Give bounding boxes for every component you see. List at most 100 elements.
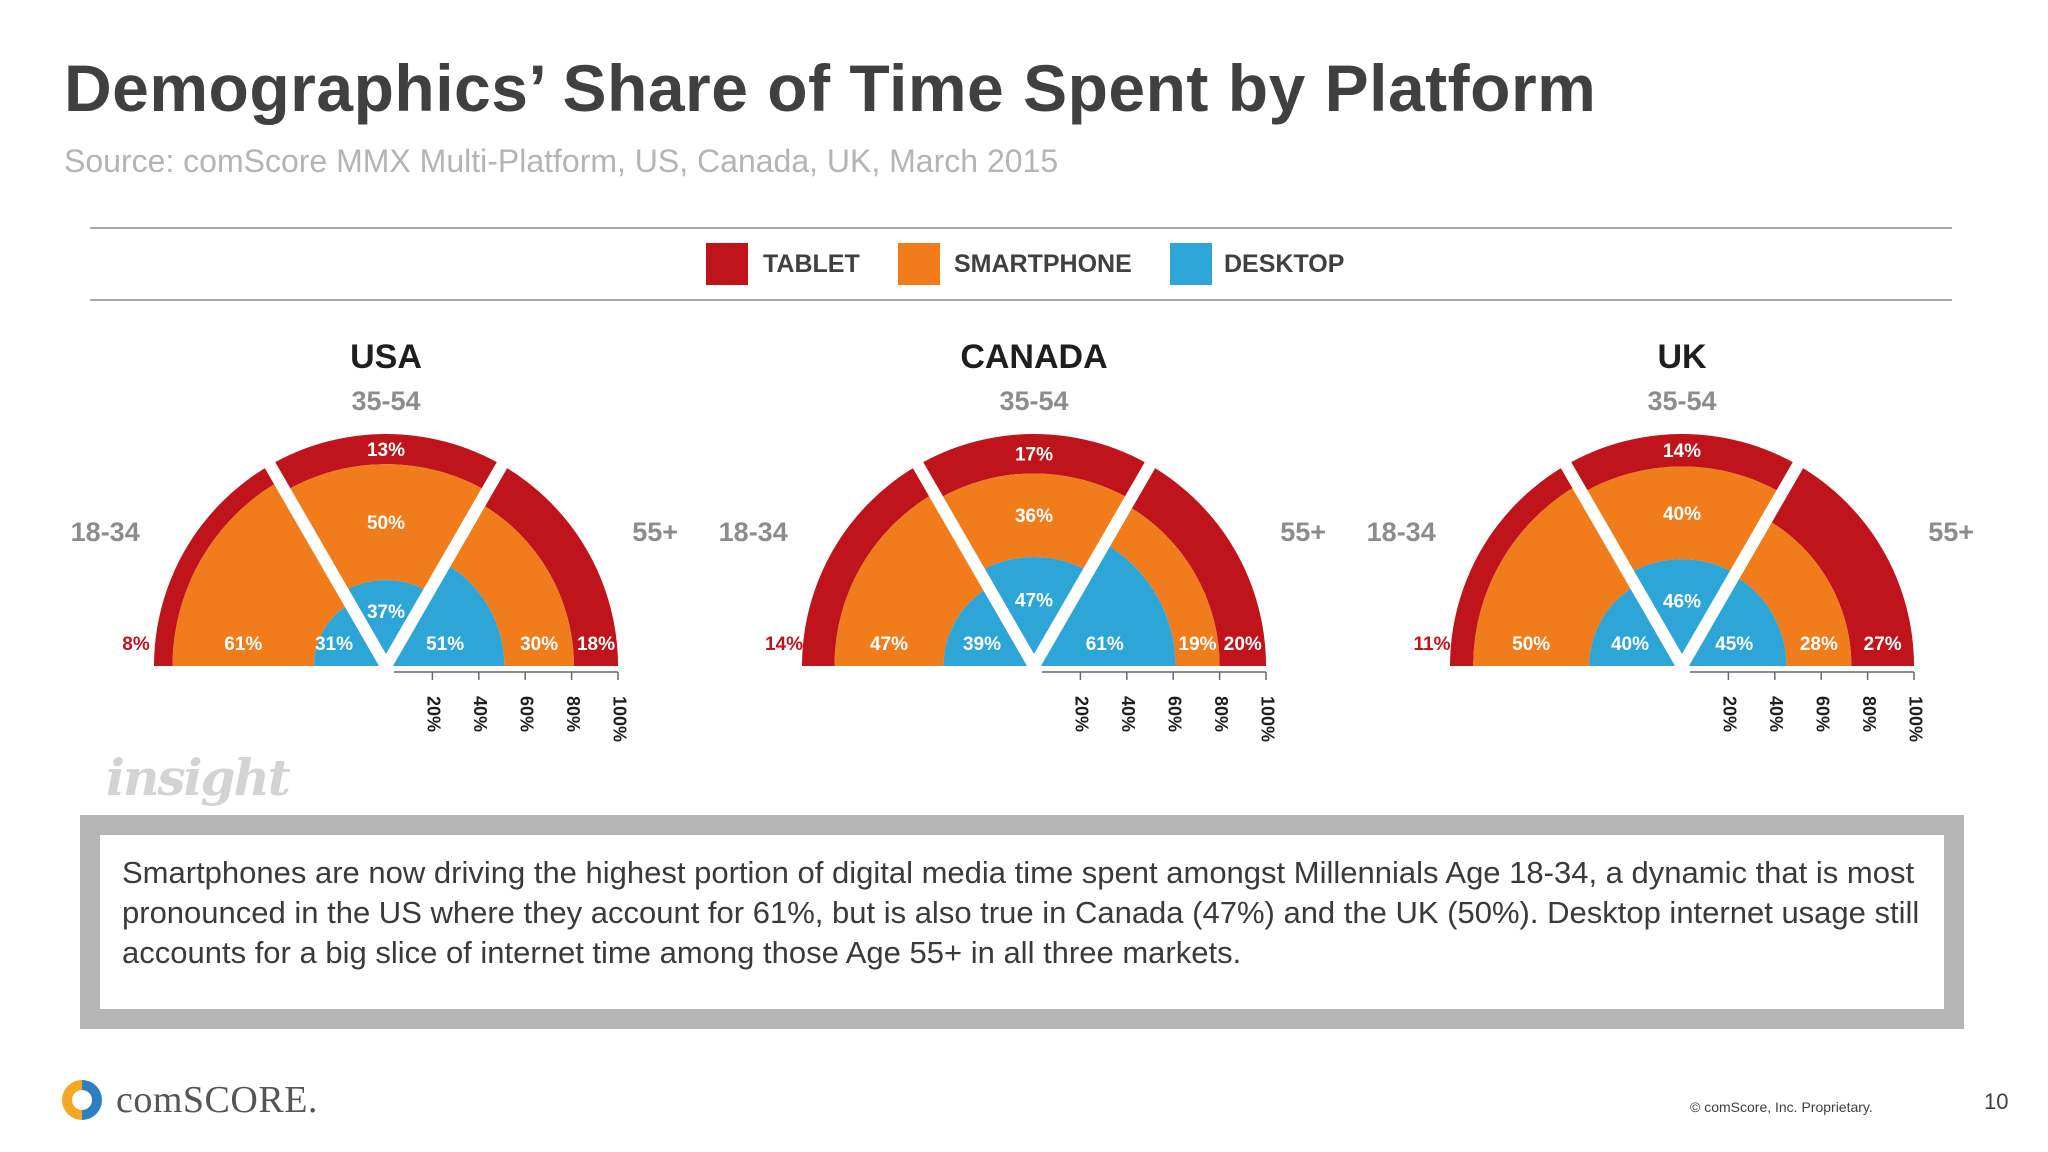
- desktop-value: 47%: [1015, 590, 1053, 611]
- scale-axis: 20% 40% 60% 80% 100%: [1042, 671, 1277, 742]
- age-label: 35-54: [999, 386, 1068, 416]
- smartphone-segment-55+: [445, 503, 574, 666]
- legend-label-smartphone: SMARTPHONE: [954, 250, 1132, 278]
- desktop-value: 37%: [367, 602, 405, 623]
- desktop-segment-18-34: [943, 587, 1034, 666]
- desktop-value: 45%: [1715, 634, 1753, 655]
- smartphone-value: 40%: [1663, 504, 1701, 525]
- brand-name: comSCORE.: [116, 1079, 318, 1121]
- gauge-title: CANADA: [960, 338, 1107, 376]
- age-label: 55+: [632, 517, 678, 547]
- segment-divider: [910, 458, 1040, 670]
- scale-tick-label: 60%: [1164, 696, 1184, 732]
- tablet-segment-35-54: [918, 434, 1150, 500]
- scale-axis: 20% 40% 60% 80% 100%: [394, 671, 629, 742]
- page-title: Demographics’ Share of Time Spent by Pla…: [64, 51, 1597, 125]
- tablet-segment-18-34: [802, 465, 935, 666]
- scale-tick-label: 100%: [1905, 696, 1925, 742]
- scale-axis: 20% 40% 60% 80% 100%: [1690, 671, 1925, 742]
- desktop-segment-35-54: [979, 556, 1089, 666]
- smartphone-segment-18-34: [834, 493, 989, 666]
- desktop-value: 46%: [1663, 592, 1701, 613]
- smartphone-value: 50%: [367, 513, 405, 534]
- age-label: 55+: [1280, 517, 1326, 547]
- tablet-value: 17%: [1015, 445, 1053, 466]
- smartphone-segment-18-34: [1473, 485, 1636, 666]
- segment-divider: [1676, 458, 1806, 670]
- smartphone-segment-55+: [1104, 505, 1220, 666]
- legend-swatch-smartphone: [898, 243, 940, 285]
- scale-tick-label: 40%: [1766, 696, 1786, 732]
- tablet-segment-18-34: [154, 465, 280, 666]
- segment-divider: [1028, 458, 1158, 670]
- tablet-value: 13%: [367, 440, 405, 461]
- segment-divider: [262, 458, 392, 670]
- age-label: 18-34: [71, 517, 140, 547]
- desktop-segment-35-54: [1628, 559, 1736, 666]
- smartphone-value: 19%: [1179, 634, 1217, 655]
- smartphone-value: 30%: [520, 634, 558, 655]
- age-label: 18-34: [719, 517, 788, 547]
- desktop-value: 39%: [963, 634, 1001, 655]
- desktop-value: 51%: [426, 634, 464, 655]
- scale-tick-label: 60%: [1812, 696, 1832, 732]
- smartphone-value: 28%: [1800, 634, 1838, 655]
- gauge-title: UK: [1657, 338, 1707, 376]
- comscore-logo-icon: [62, 1080, 102, 1120]
- insight-logo: insight: [106, 748, 291, 807]
- scale-tick-label: 60%: [516, 696, 536, 732]
- legend: TABLET SMARTPHONE DESKTOP: [706, 243, 1344, 285]
- age-label: 55+: [1928, 517, 1974, 547]
- legend-swatch-tablet: [706, 243, 748, 285]
- legend-label-tablet: TABLET: [763, 250, 860, 278]
- desktop-segment-55+: [1682, 575, 1787, 666]
- brand-logo: comSCORE.: [62, 1078, 318, 1122]
- scale-tick-label: 20%: [424, 696, 444, 732]
- desktop-value: 40%: [1611, 634, 1649, 655]
- scale-tick-label: 80%: [563, 696, 583, 732]
- copyright: © comScore, Inc. Proprietary.: [1690, 1099, 1873, 1115]
- desktop-segment-35-54: [343, 580, 429, 666]
- smartphone-segment-55+: [1734, 519, 1852, 666]
- smartphone-segment-35-54: [937, 473, 1131, 572]
- desktop-segment-18-34: [1589, 585, 1682, 666]
- segment-divider: [380, 458, 510, 670]
- callout-text: Smartphones are now driving the highest …: [100, 835, 1944, 1009]
- scale-tick-label: 20%: [1072, 696, 1092, 732]
- smartphone-segment-35-54: [285, 464, 487, 592]
- tablet-value: 8%: [122, 634, 150, 655]
- age-label: 35-54: [351, 386, 420, 416]
- source-note: Source: comScore MMX Multi-Platform, US,…: [64, 143, 1059, 179]
- age-label: 18-34: [1367, 517, 1436, 547]
- tablet-segment-18-34: [1450, 465, 1578, 666]
- scale-tick-label: 100%: [609, 696, 629, 742]
- desktop-segment-55+: [1034, 543, 1176, 666]
- gauge-canada: CANADA 18-34 39% 47% 14% 35-54 47% 36% 17% 55+ 61%…: [719, 338, 1326, 742]
- charts-area: TABLET SMARTPHONE DESKTOP USA 18-34 31% 61% 8%…: [71, 227, 1974, 742]
- tablet-value: 20%: [1224, 634, 1262, 655]
- desktop-segment-18-34: [314, 603, 386, 666]
- smartphone-value: 61%: [224, 634, 262, 655]
- legend-swatch-desktop: [1170, 243, 1212, 285]
- tablet-value: 27%: [1864, 634, 1902, 655]
- smartphone-value: 47%: [870, 634, 908, 655]
- tablet-segment-35-54: [1566, 433, 1798, 494]
- tablet-segment-55+: [1126, 465, 1266, 666]
- tablet-segment-35-54: [270, 433, 502, 492]
- scale-tick-label: 40%: [470, 696, 490, 732]
- gauge-title: USA: [350, 338, 422, 376]
- tablet-value: 14%: [765, 634, 803, 655]
- scale-tick-label: 100%: [1257, 696, 1277, 742]
- segment-divider: [1558, 458, 1688, 670]
- scale-tick-label: 80%: [1211, 696, 1231, 732]
- tablet-segment-55+: [479, 465, 618, 666]
- age-label: 35-54: [1647, 386, 1716, 416]
- tablet-value: 14%: [1663, 441, 1701, 462]
- callout-box: Smartphones are now driving the highest …: [80, 815, 1964, 1029]
- smartphone-segment-35-54: [1582, 466, 1782, 574]
- gauges: USA 18-34 31% 61% 8% 35-54 37% 50% 13% 55+ 51% 30% 1…: [71, 338, 1974, 742]
- tablet-value: 11%: [1414, 634, 1451, 655]
- smartphone-value: 50%: [1512, 634, 1550, 655]
- desktop-value: 31%: [315, 634, 353, 655]
- page-number: 10: [1984, 1089, 2009, 1114]
